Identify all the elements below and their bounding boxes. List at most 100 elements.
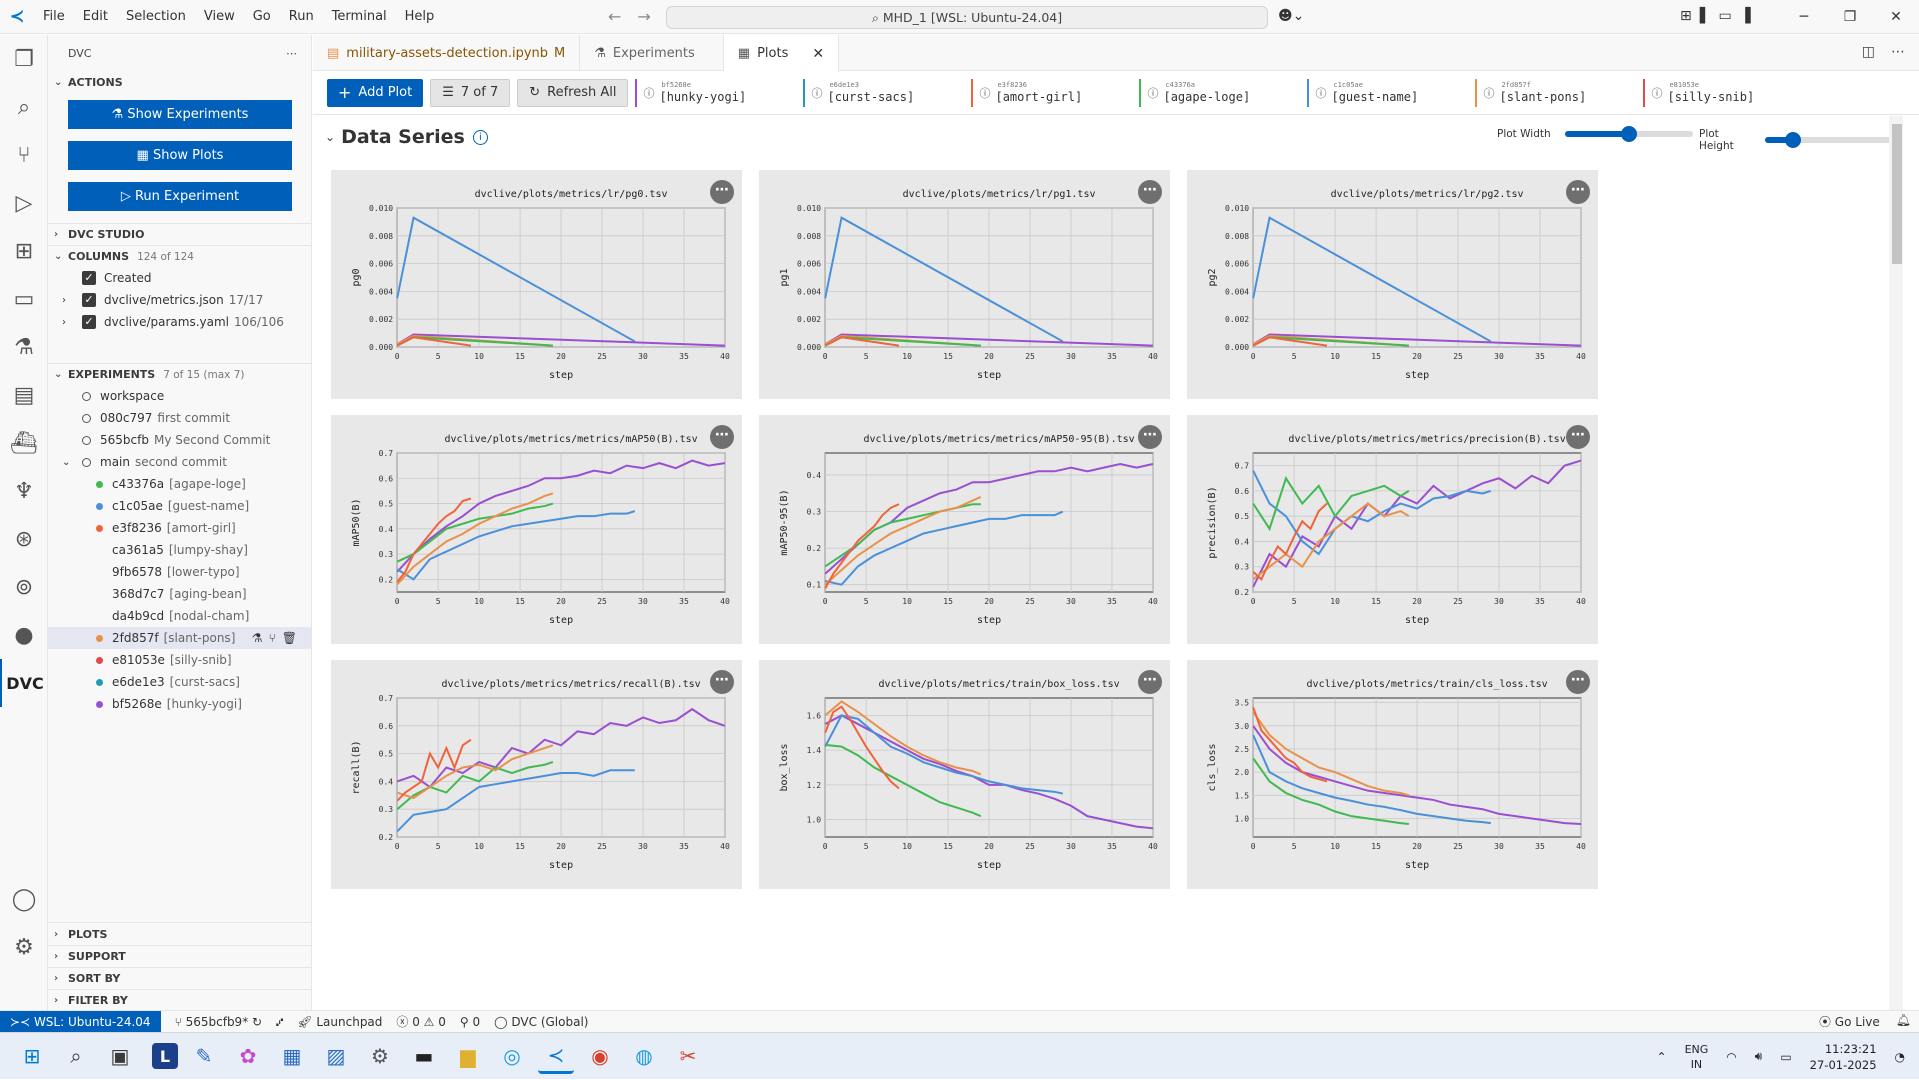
menu-help[interactable]: Help [404, 8, 435, 24]
experiment-chip[interactable]: ⓘ c1c05ae [guest-name] [1307, 78, 1475, 107]
task-view-icon[interactable]: ▣ [110, 1044, 130, 1068]
section-plots[interactable]: › PLOTS [48, 923, 312, 945]
experiment-row[interactable]: c1c05ae [guest-name] [48, 495, 311, 517]
battery-icon[interactable]: ▭ [1780, 1049, 1792, 1064]
experiment-row[interactable]: ca361a5 [lumpy-shay] [48, 539, 311, 561]
go-live-status[interactable]: ⦿ Go Live [1819, 1013, 1880, 1030]
dvc-status[interactable]: ◯ DVC (Global) [494, 1015, 588, 1029]
restore-icon[interactable]: ❐ [1843, 9, 1857, 25]
clock[interactable]: 11:23:21 27-01-2025 [1810, 1041, 1877, 1073]
forward-arrow-icon[interactable]: → [637, 7, 651, 26]
menu-go[interactable]: Go [252, 8, 271, 24]
section-dvc-studio[interactable]: › DVC STUDIO [48, 223, 311, 245]
plot-height-track[interactable] [1765, 132, 1903, 148]
docker-icon[interactable]: ⛴ [10, 430, 38, 456]
photos-icon[interactable]: ▨ [326, 1044, 346, 1068]
info-icon[interactable]: i [472, 129, 488, 145]
experiment-filter-button[interactable]: ☰ 7 of 7 [430, 78, 511, 107]
experiment-row[interactable]: 9fb6578 [lower-typo] [48, 561, 311, 583]
search-icon[interactable]: ⌕ [17, 94, 31, 120]
run-experiment-button[interactable]: ▷ Run Experiment [68, 182, 292, 211]
settings-gear-icon[interactable]: ⚙ [14, 934, 34, 960]
plot-card[interactable]: 0 5 10 15 20 25 30 35 40 0.000 0.002 0.004 0.006 0.00… [759, 170, 1170, 399]
show-plots-button[interactable]: ▦ Show Plots [68, 141, 292, 170]
file-explorer-icon[interactable]: ▆ [460, 1044, 476, 1068]
toggle-secondary-sidebar-icon[interactable]: ▐ [1739, 8, 1751, 24]
gitlens-icon[interactable]: ⊛ [14, 526, 34, 552]
plot-width-track[interactable] [1564, 126, 1693, 142]
launchpad-status[interactable]: 🚀︎ Launchpad [297, 1015, 382, 1029]
experiment-chip[interactable]: ⓘ e81053e [silly-snib] [1643, 78, 1811, 107]
info-icon[interactable]: ⓘ [1147, 86, 1159, 100]
plot-more-icon[interactable]: ⋯ [710, 425, 734, 449]
edge-icon[interactable]: ◎ [503, 1044, 521, 1068]
chevron-right-icon[interactable]: › [62, 294, 66, 306]
info-icon[interactable]: ⓘ [643, 86, 655, 100]
info-icon[interactable]: ⓘ [1483, 86, 1495, 100]
section-actions[interactable]: ⌄ ACTIONS [48, 71, 311, 93]
plot-more-icon[interactable]: ⋯ [710, 180, 734, 204]
commit-row[interactable]: 080c797 first commit [48, 407, 311, 429]
plot-more-icon[interactable]: ⋯ [1566, 670, 1590, 694]
wifi-icon[interactable]: ◠ [1726, 1049, 1737, 1064]
explorer-icon[interactable]: ❐ [14, 46, 34, 72]
chevron-down-icon[interactable]: ⌄ [62, 456, 71, 468]
plot-card[interactable]: 0 5 10 15 20 25 30 35 40 0.2 0.3 0.4 0.5 0.6 0.7 dvcliv… [1187, 415, 1598, 644]
plot-more-icon[interactable]: ⋯ [1138, 670, 1162, 694]
plot-more-icon[interactable]: ⋯ [1138, 425, 1162, 449]
column-item[interactable]: › ✓ dvclive/params.yaml 106/106 [48, 311, 311, 333]
info-icon[interactable]: ⓘ [1651, 86, 1663, 100]
toggle-panel-icon[interactable]: ▭ [1718, 8, 1732, 24]
plot-card[interactable]: 0 5 10 15 20 25 30 35 40 0.2 0.3 0.4 0.5 0.6 0.7 dvcliv… [331, 660, 742, 889]
command-center[interactable]: ⌕ MHD_1 [WSL: Ubuntu-24.04] [666, 6, 1268, 29]
section-support[interactable]: › SUPPORT [48, 945, 312, 967]
scrollbar[interactable] [1889, 116, 1903, 1010]
section-experiments[interactable]: ⌄ EXPERIMENTS 7 of 15 (max 7) [48, 363, 311, 385]
experiment-row[interactable]: bf5268e [hunky-yogi] [48, 693, 311, 715]
experiment-row[interactable]: e6de1e3 [curst-sacs] [48, 671, 311, 693]
menu-selection[interactable]: Selection [125, 8, 186, 24]
accounts-icon[interactable]: ◯ [11, 886, 37, 912]
more-actions-icon[interactable]: ⋯ [1891, 44, 1905, 60]
ports-status[interactable]: ⚲ 0 [460, 1015, 480, 1029]
experiment-chip[interactable]: ⓘ c43376a [agape-loge] [1139, 78, 1307, 107]
data-series-header[interactable]: ⌄ Data Series i Plot Width Plot Height [313, 116, 1903, 158]
plot-card[interactable]: 0 5 10 15 20 25 30 35 40 0.000 0.002 0.004 0.006 0.00… [1187, 170, 1598, 399]
testing-flask-icon[interactable]: ⚗ [14, 334, 34, 360]
plot-height-slider[interactable]: Plot Height [1699, 128, 1903, 152]
app-draw-icon[interactable]: ✎ [195, 1044, 213, 1068]
language-indicator[interactable]: ENG IN [1685, 1042, 1709, 1072]
remote-indicator[interactable]: ≻≺ WSL: Ubuntu-24.04 [0, 1010, 161, 1033]
add-plot-button[interactable]: + Add Plot [327, 78, 424, 107]
notebook-icon[interactable]: ▤ [13, 382, 35, 408]
experiment-row[interactable]: c43376a [agape-loge] [48, 473, 311, 495]
plot-height-knob[interactable] [1784, 132, 1801, 148]
experiment-chip[interactable]: ⓘ 2fd857f [slant-pons] [1475, 78, 1643, 107]
git-branch-icon[interactable]: ⑂ [268, 631, 276, 645]
customize-layout-icon[interactable]: ⊞ [1680, 8, 1692, 24]
sync-icon[interactable]: ↻ [252, 1014, 263, 1029]
tray-chevron-up-icon[interactable]: ⌃ [1656, 1049, 1667, 1064]
experiment-chip[interactable]: ⓘ bf5268e [hunky-yogi] [635, 78, 803, 107]
menu-view[interactable]: View [203, 8, 235, 24]
section-sort-by[interactable]: › SORT BY [48, 967, 312, 989]
close-window-icon[interactable]: ✕ [1890, 9, 1902, 25]
plot-more-icon[interactable]: ⋯ [1138, 180, 1162, 204]
copilot-icon[interactable]: ☻⌄ [1278, 8, 1305, 24]
experiment-chip[interactable]: ⓘ e6de1e3 [curst-sacs] [803, 78, 971, 107]
plot-card[interactable]: 0 5 10 15 20 25 30 35 40 0.2 0.3 0.4 0.5 0.6 0.7 dvcliv… [331, 415, 742, 644]
chevron-down-icon[interactable]: ⌄ [325, 130, 336, 144]
python-icon[interactable]: ♆ [14, 478, 34, 504]
experiment-row[interactable]: da4b9cd [nodal-cham] [48, 605, 311, 627]
commit-row[interactable]: ⌄ main second commit [48, 451, 311, 473]
close-icon[interactable]: ✕ [812, 45, 825, 62]
show-experiments-button[interactable]: ⚗ Show Experiments [68, 100, 292, 129]
app-snip-icon[interactable]: ✂ [679, 1044, 697, 1068]
checkbox-checked-icon[interactable]: ✓ [82, 315, 96, 329]
plot-width-knob[interactable] [1620, 126, 1637, 142]
checkbox-checked-icon[interactable]: ✓ [82, 271, 96, 285]
plot-more-icon[interactable]: ⋯ [1566, 425, 1590, 449]
info-icon[interactable]: ⓘ [1315, 86, 1327, 100]
source-control-icon[interactable]: ⑂ [17, 142, 31, 168]
app-globe-icon[interactable]: ◍ [635, 1044, 653, 1068]
